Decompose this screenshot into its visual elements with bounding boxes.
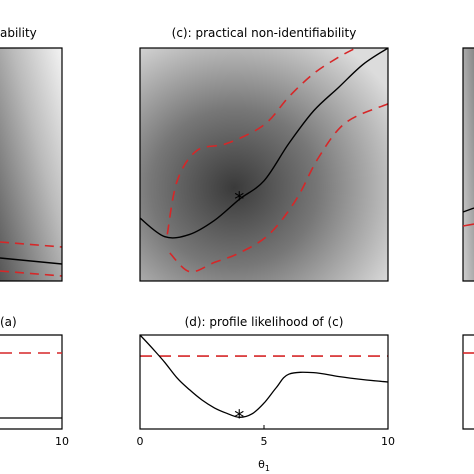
panel-right-frame: [462, 47, 474, 282]
panel-d-frame: [139, 334, 389, 430]
panel-d-xlabel: θ1: [258, 458, 270, 473]
panel-right-profile-frame: [462, 334, 474, 430]
panel-c-confidence-upper: [166, 48, 357, 235]
panel-right-fragment: [462, 47, 474, 282]
panel-right-profile-fragment: [462, 334, 474, 430]
panel-a-heatmap: [0, 48, 62, 281]
panel-a-profile-path: [0, 257, 62, 265]
panel-d-profile-curve: [140, 335, 388, 418]
panel-right-profile-path: [462, 207, 474, 213]
panel-a-frame: [0, 47, 63, 282]
panel-a-fragment: ability: [0, 26, 63, 282]
panel-a-profile-title: (a): [0, 315, 17, 329]
panel-right-confidence: [462, 223, 474, 227]
panel-right-heatmap: [463, 48, 474, 281]
panel-d-xtick-label: 0: [137, 435, 144, 448]
panel-c-title: (c): practical non-identifiability: [172, 26, 357, 40]
panel-d-title: (d): profile likelihood of (c): [185, 315, 344, 329]
panel-d-xtick-label: 10: [381, 435, 395, 448]
panel-c-heatmap: [140, 48, 388, 281]
panel-a-profile-xtick-label: 10: [55, 435, 69, 448]
panel-a-profile-frame: [0, 334, 63, 430]
panel-a-confidence-lower: [0, 270, 62, 277]
panel-c-confidence-lower: [169, 103, 388, 273]
panel-d-xtick-label: 5: [261, 435, 268, 448]
panel-c-profile-path: [140, 48, 388, 239]
panel-a-title: ability: [0, 26, 37, 40]
panel-d: (d): profile likelihood of (c) * 0 5 10 θ1: [137, 315, 396, 473]
panel-c-frame: [139, 47, 389, 282]
panel-a-profile-fragment: (a) 10: [0, 315, 69, 448]
panel-a-confidence-upper: [0, 241, 62, 248]
panel-d-estimate-marker: *: [234, 405, 244, 429]
panel-c-estimate-marker: *: [234, 187, 244, 211]
panel-c: (c): practical non-identifiability *: [139, 26, 389, 282]
